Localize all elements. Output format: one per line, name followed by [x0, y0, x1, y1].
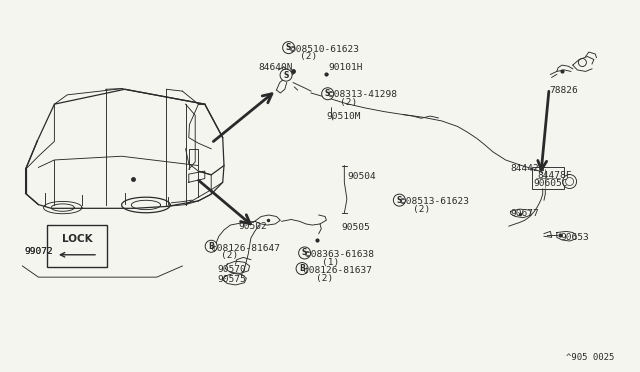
Text: S: S — [397, 196, 402, 205]
Text: (2): (2) — [316, 274, 333, 283]
Text: ©08363-61638: ©08363-61638 — [305, 250, 374, 259]
Text: (2): (2) — [221, 251, 238, 260]
Text: 90505: 90505 — [341, 223, 370, 232]
Text: LOCK: LOCK — [61, 234, 92, 244]
Text: 90653: 90653 — [560, 233, 589, 242]
Text: S: S — [286, 43, 291, 52]
Text: ^905 0025: ^905 0025 — [566, 353, 615, 362]
Text: 90502: 90502 — [239, 222, 268, 231]
Text: ¢08126-81647: ¢08126-81647 — [211, 244, 280, 253]
Text: 90570: 90570 — [218, 265, 246, 274]
Circle shape — [563, 174, 577, 189]
Text: 99072: 99072 — [24, 247, 53, 256]
Text: 90101H: 90101H — [328, 63, 363, 72]
Text: (1): (1) — [322, 258, 339, 267]
Text: S: S — [284, 71, 289, 80]
Text: ©08313-41298: ©08313-41298 — [328, 90, 397, 99]
Text: S: S — [302, 248, 307, 257]
Circle shape — [299, 247, 310, 259]
Circle shape — [205, 240, 217, 252]
Text: 84478F: 84478F — [538, 171, 572, 180]
Text: (2): (2) — [413, 205, 430, 214]
Circle shape — [322, 88, 333, 100]
Text: B: B — [209, 242, 214, 251]
Text: 90575: 90575 — [218, 275, 246, 284]
Circle shape — [296, 263, 308, 275]
Text: (2): (2) — [300, 52, 317, 61]
Text: 84442N: 84442N — [511, 164, 545, 173]
Bar — [532, 167, 564, 189]
Text: 78826: 78826 — [549, 86, 578, 94]
Text: 90677: 90677 — [511, 209, 540, 218]
Text: (2): (2) — [340, 98, 358, 107]
Text: 90504: 90504 — [348, 172, 376, 181]
Text: B: B — [300, 264, 305, 273]
Text: ©08510-61623: ©08510-61623 — [290, 45, 359, 54]
Text: 90510M: 90510M — [326, 112, 361, 121]
Circle shape — [394, 194, 405, 206]
Text: 99072: 99072 — [24, 247, 53, 256]
Text: 90605C: 90605C — [533, 179, 568, 187]
Text: ¢08126-81637: ¢08126-81637 — [303, 266, 372, 275]
Circle shape — [283, 42, 294, 54]
Text: 84640N: 84640N — [258, 63, 292, 72]
Circle shape — [280, 69, 292, 81]
FancyBboxPatch shape — [47, 225, 107, 267]
Text: S: S — [325, 89, 330, 98]
Text: ©08513-61623: ©08513-61623 — [400, 197, 469, 206]
